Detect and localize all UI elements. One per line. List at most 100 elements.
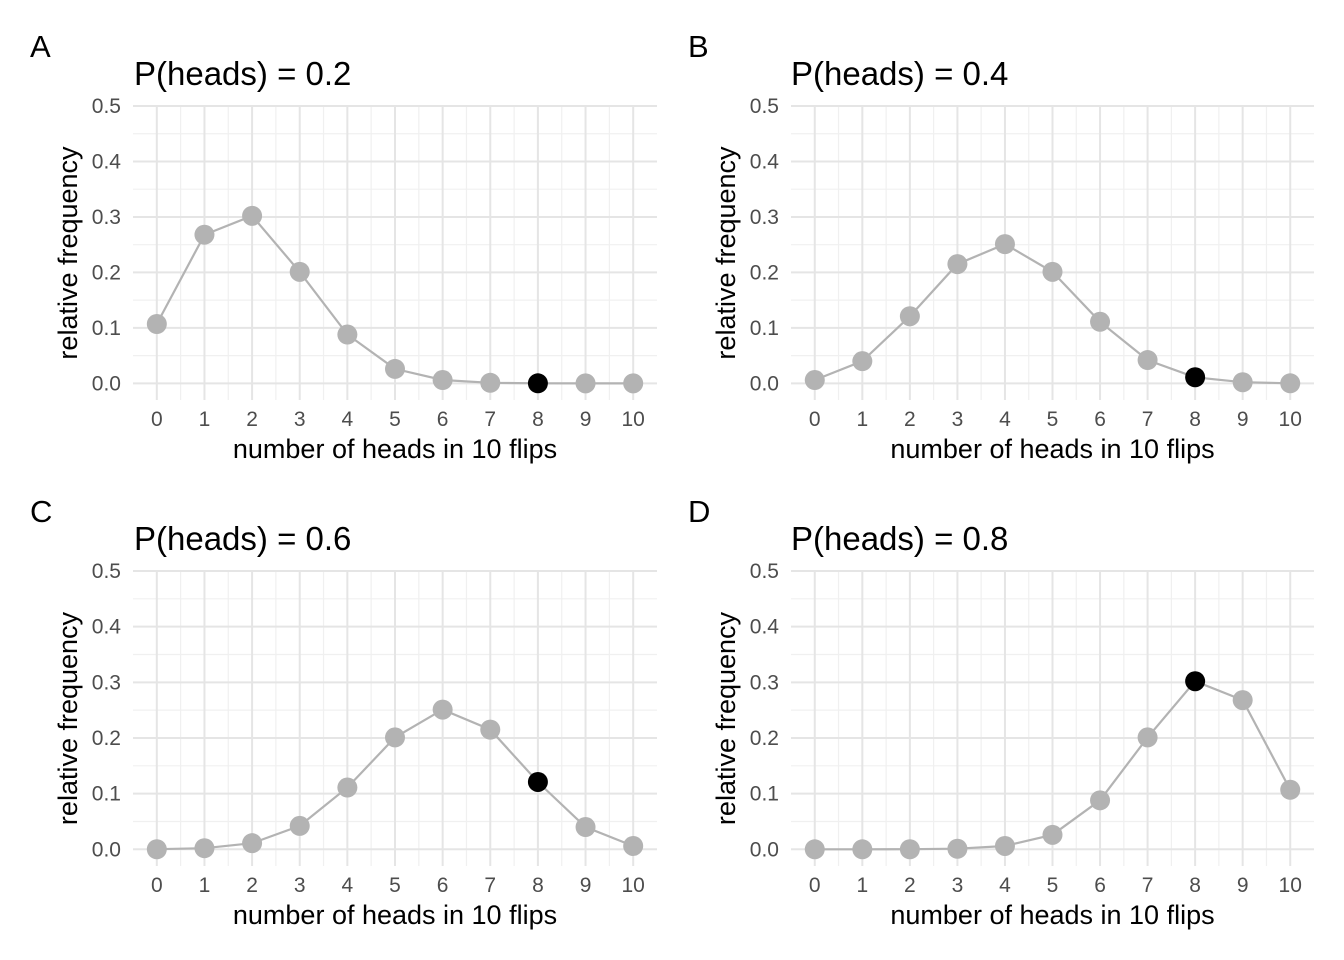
y-tick-label: 0.0 bbox=[750, 372, 779, 395]
x-tick-label: 6 bbox=[437, 874, 449, 897]
x-tick-label: 6 bbox=[437, 408, 449, 431]
grid bbox=[791, 570, 1314, 866]
data-point bbox=[385, 358, 405, 379]
data-point bbox=[289, 261, 310, 282]
x-tick-label: 10 bbox=[622, 874, 645, 897]
panel-title: P(heads) = 0.6 bbox=[134, 520, 351, 557]
data-point bbox=[575, 373, 596, 394]
x-tick-label: 3 bbox=[952, 408, 964, 431]
data-point bbox=[804, 839, 825, 860]
y-axis-title: relative frequency bbox=[711, 611, 741, 825]
panel-title: P(heads) = 0.8 bbox=[791, 520, 1008, 557]
x-tick-label: 6 bbox=[1094, 408, 1106, 431]
x-tick-label: 9 bbox=[1237, 408, 1249, 431]
y-tick-label: 0.2 bbox=[92, 727, 121, 750]
y-tick-label: 0.4 bbox=[750, 150, 780, 173]
data-point bbox=[947, 254, 968, 275]
x-tick-label: 2 bbox=[246, 874, 258, 897]
x-tick-label: 8 bbox=[532, 408, 544, 431]
y-tick-label: 0.4 bbox=[750, 616, 780, 639]
data-point bbox=[899, 306, 920, 327]
x-tick-label: 4 bbox=[999, 408, 1011, 431]
data-point bbox=[947, 838, 968, 859]
x-tick-label: 7 bbox=[484, 408, 496, 431]
data-point bbox=[1137, 350, 1158, 371]
panel-title: P(heads) = 0.4 bbox=[791, 55, 1008, 92]
x-tick-label: 8 bbox=[532, 874, 544, 897]
x-tick-label: 1 bbox=[199, 408, 211, 431]
x-axis-title: number of heads in 10 flips bbox=[890, 900, 1214, 930]
x-tick-label: 10 bbox=[1279, 874, 1302, 897]
panel-d: 0.0 0.1 0.2 0.3 0.4 0.5 0 1 2 3 4 5 6 7 8 9 10 number of … bbox=[688, 494, 1314, 930]
y-tick-label: 0.5 bbox=[750, 95, 779, 118]
x-tick-label: 7 bbox=[1142, 874, 1154, 897]
x-tick-label: 4 bbox=[342, 408, 354, 431]
data-point bbox=[337, 777, 358, 798]
x-tick-label: 9 bbox=[580, 874, 592, 897]
y-tick-label: 0.1 bbox=[92, 317, 121, 340]
y-axis-title: relative frequency bbox=[53, 611, 83, 825]
panel-letter: C bbox=[30, 494, 52, 529]
data-point bbox=[852, 839, 873, 860]
data-point bbox=[194, 838, 215, 859]
x-tick-label: 1 bbox=[856, 408, 868, 431]
y-tick-label: 0.2 bbox=[750, 727, 779, 750]
data-point bbox=[480, 372, 501, 393]
x-tick-label: 5 bbox=[389, 874, 401, 897]
y-tick-label: 0.2 bbox=[750, 261, 779, 284]
x-tick-label: 3 bbox=[952, 874, 964, 897]
data-point bbox=[1042, 824, 1063, 845]
data-point bbox=[852, 351, 873, 372]
x-tick-label: 5 bbox=[389, 408, 401, 431]
grid bbox=[791, 105, 1314, 400]
x-tick-label: 5 bbox=[1047, 874, 1059, 897]
y-tick-label: 0.0 bbox=[92, 372, 121, 395]
data-point bbox=[385, 727, 405, 748]
data-point bbox=[804, 370, 825, 391]
x-tick-label: 8 bbox=[1189, 408, 1201, 431]
panel-c: 0.0 0.1 0.2 0.3 0.4 0.5 0 1 2 3 4 5 6 7 8 9 10 number of … bbox=[30, 494, 657, 930]
x-tick-label: 7 bbox=[484, 874, 496, 897]
highlight-point bbox=[1185, 671, 1206, 692]
data-point bbox=[994, 234, 1015, 255]
data-point bbox=[575, 817, 596, 838]
x-tick-label: 3 bbox=[294, 874, 306, 897]
data-point bbox=[289, 815, 310, 836]
data-point bbox=[1280, 779, 1301, 800]
x-tick-label: 7 bbox=[1142, 408, 1154, 431]
panel-b: 0.0 0.1 0.2 0.3 0.4 0.5 0 1 2 3 4 5 6 7 8 9 10 number of … bbox=[688, 29, 1314, 464]
highlight-point bbox=[1185, 367, 1206, 388]
data-point bbox=[480, 719, 501, 740]
highlight-point bbox=[527, 373, 548, 394]
x-tick-label: 5 bbox=[1047, 408, 1059, 431]
x-tick-label: 9 bbox=[1237, 874, 1249, 897]
data-point bbox=[242, 205, 263, 226]
data-point bbox=[1280, 373, 1301, 394]
y-tick-label: 0.5 bbox=[92, 560, 121, 583]
y-tick-label: 0.5 bbox=[750, 560, 779, 583]
x-tick-label: 2 bbox=[904, 874, 916, 897]
x-tick-label: 1 bbox=[856, 874, 868, 897]
x-tick-label: 2 bbox=[246, 408, 258, 431]
y-tick-label: 0.4 bbox=[92, 150, 122, 173]
y-tick-label: 0.0 bbox=[750, 838, 779, 861]
y-tick-label: 0.3 bbox=[750, 206, 779, 229]
data-point bbox=[899, 839, 920, 860]
data-point bbox=[1042, 261, 1063, 282]
x-tick-label: 2 bbox=[904, 408, 916, 431]
y-tick-label: 0.1 bbox=[750, 317, 779, 340]
y-tick-label: 0.1 bbox=[92, 783, 121, 806]
x-tick-label: 0 bbox=[809, 408, 821, 431]
data-point bbox=[146, 314, 167, 335]
x-tick-label: 8 bbox=[1189, 874, 1201, 897]
data-point bbox=[1137, 727, 1158, 748]
x-tick-label: 0 bbox=[151, 408, 163, 431]
data-point bbox=[994, 835, 1015, 856]
x-axis-title: number of heads in 10 flips bbox=[233, 434, 557, 464]
x-tick-label: 0 bbox=[151, 874, 163, 897]
data-point bbox=[432, 699, 453, 720]
highlight-point bbox=[527, 771, 548, 792]
x-tick-label: 9 bbox=[580, 408, 592, 431]
x-tick-label: 10 bbox=[1279, 408, 1302, 431]
